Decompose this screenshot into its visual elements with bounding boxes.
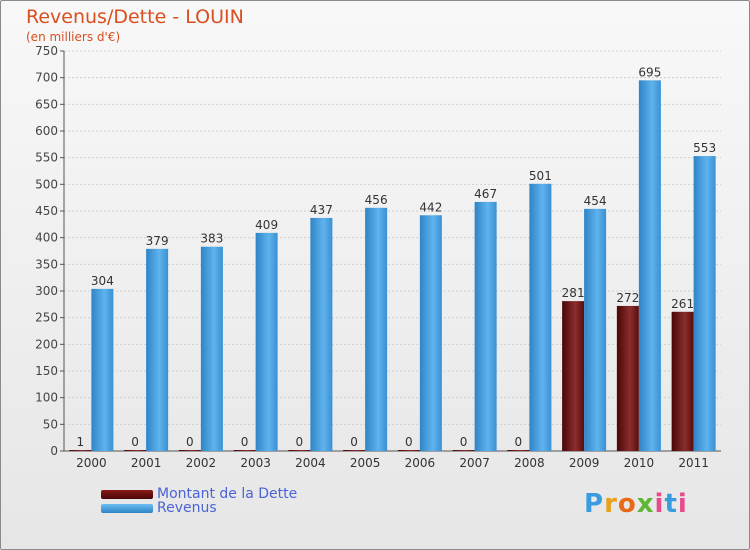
data-label-debt: 261 bbox=[671, 297, 694, 311]
x-tick-label: 2001 bbox=[131, 456, 162, 470]
x-tick-label: 2009 bbox=[569, 456, 600, 470]
bar-revenus bbox=[200, 246, 223, 451]
y-tick-label: 300 bbox=[35, 284, 58, 298]
bar-debt bbox=[452, 450, 475, 451]
y-tick-label: 200 bbox=[35, 337, 58, 351]
bar-revenus bbox=[255, 232, 278, 451]
bar-debt bbox=[124, 450, 147, 451]
data-label-revenus: 304 bbox=[91, 274, 114, 288]
legend-swatch-revenus bbox=[101, 503, 153, 513]
bar-revenus bbox=[693, 156, 716, 452]
bar-revenus bbox=[638, 80, 661, 451]
bar-debt bbox=[562, 301, 585, 451]
data-label-revenus: 695 bbox=[638, 65, 661, 79]
logo-letter: x bbox=[636, 489, 655, 519]
data-label-debt: 0 bbox=[350, 435, 358, 449]
chart-legend: Montant de la Dette Revenus bbox=[101, 486, 298, 516]
y-tick-label: 750 bbox=[35, 44, 58, 58]
y-tick-label: 50 bbox=[43, 417, 58, 431]
logo-letter: t bbox=[664, 489, 678, 519]
logo-letter: o bbox=[617, 489, 637, 519]
bar-revenus bbox=[146, 248, 169, 451]
x-tick-label: 2005 bbox=[350, 456, 381, 470]
legend-label-revenus: Revenus bbox=[157, 500, 217, 516]
x-tick-label: 2010 bbox=[624, 456, 655, 470]
data-label-revenus: 409 bbox=[255, 218, 278, 232]
data-label-debt: 0 bbox=[460, 435, 468, 449]
bar-debt bbox=[343, 450, 366, 451]
data-label-revenus: 553 bbox=[693, 141, 716, 155]
x-tick-label: 2008 bbox=[514, 456, 545, 470]
data-label-revenus: 467 bbox=[474, 187, 497, 201]
y-tick-label: 350 bbox=[35, 257, 58, 271]
y-tick-label: 700 bbox=[35, 71, 58, 85]
x-tick-label: 2011 bbox=[678, 456, 709, 470]
legend-item-debt: Montant de la Dette bbox=[101, 486, 298, 502]
bar-debt bbox=[507, 450, 530, 451]
x-tick-label: 2007 bbox=[459, 456, 490, 470]
y-tick-label: 150 bbox=[35, 364, 58, 378]
data-label-debt: 0 bbox=[186, 435, 194, 449]
logo-letter: r bbox=[604, 489, 618, 519]
data-label-debt: 272 bbox=[616, 291, 639, 305]
bar-debt bbox=[616, 305, 639, 451]
y-tick-label: 0 bbox=[50, 444, 58, 458]
y-tick-label: 650 bbox=[35, 97, 58, 111]
data-label-revenus: 442 bbox=[419, 200, 442, 214]
chart-title: Revenus/Dette - LOUIN bbox=[26, 6, 244, 28]
bar-revenus bbox=[365, 207, 388, 451]
x-tick-label: 2002 bbox=[186, 456, 217, 470]
y-tick-label: 100 bbox=[35, 391, 58, 405]
x-tick-label: 2000 bbox=[76, 456, 107, 470]
bar-revenus bbox=[584, 208, 607, 451]
data-label-revenus: 454 bbox=[584, 194, 607, 208]
y-tick-label: 500 bbox=[35, 177, 58, 191]
y-tick-label: 600 bbox=[35, 124, 58, 138]
y-tick-label: 550 bbox=[35, 151, 58, 165]
x-tick-label: 2003 bbox=[240, 456, 271, 470]
bar-revenus bbox=[91, 288, 114, 451]
bar-revenus bbox=[474, 201, 497, 451]
data-label-revenus: 501 bbox=[529, 169, 552, 183]
data-label-debt: 0 bbox=[405, 435, 413, 449]
bar-debt bbox=[69, 450, 92, 451]
logo-letter: P bbox=[584, 489, 605, 519]
bar-debt bbox=[233, 450, 256, 451]
y-tick-label: 400 bbox=[35, 231, 58, 245]
data-label-debt: 281 bbox=[562, 286, 585, 300]
data-label-debt: 0 bbox=[241, 435, 249, 449]
logo-letter: i bbox=[677, 489, 688, 519]
bar-debt bbox=[671, 311, 694, 451]
bar-debt bbox=[178, 450, 201, 451]
bar-revenus bbox=[310, 217, 333, 451]
bar-debt bbox=[288, 450, 311, 451]
chart-subtitle: (en milliers d'€) bbox=[26, 30, 121, 44]
y-tick-label: 450 bbox=[35, 204, 58, 218]
data-label-debt: 1 bbox=[77, 435, 85, 449]
bar-revenus bbox=[529, 183, 552, 452]
proxiti-logo: Proxiti bbox=[584, 489, 688, 519]
legend-swatch-debt bbox=[101, 489, 153, 499]
data-label-debt: 0 bbox=[515, 435, 523, 449]
data-label-revenus: 456 bbox=[365, 193, 388, 207]
legend-label-debt: Montant de la Dette bbox=[157, 486, 298, 502]
data-label-debt: 0 bbox=[296, 435, 304, 449]
x-tick-label: 2006 bbox=[405, 456, 436, 470]
data-label-debt: 0 bbox=[131, 435, 139, 449]
legend-item-revenus: Revenus bbox=[101, 500, 297, 516]
y-tick-label: 250 bbox=[35, 311, 58, 325]
logo-letter: i bbox=[654, 489, 665, 519]
bar-debt bbox=[397, 450, 420, 451]
data-label-revenus: 437 bbox=[310, 203, 333, 217]
x-tick-label: 2004 bbox=[295, 456, 326, 470]
bar-revenus bbox=[419, 215, 442, 451]
data-label-revenus: 379 bbox=[146, 234, 169, 248]
data-label-revenus: 383 bbox=[200, 232, 223, 246]
